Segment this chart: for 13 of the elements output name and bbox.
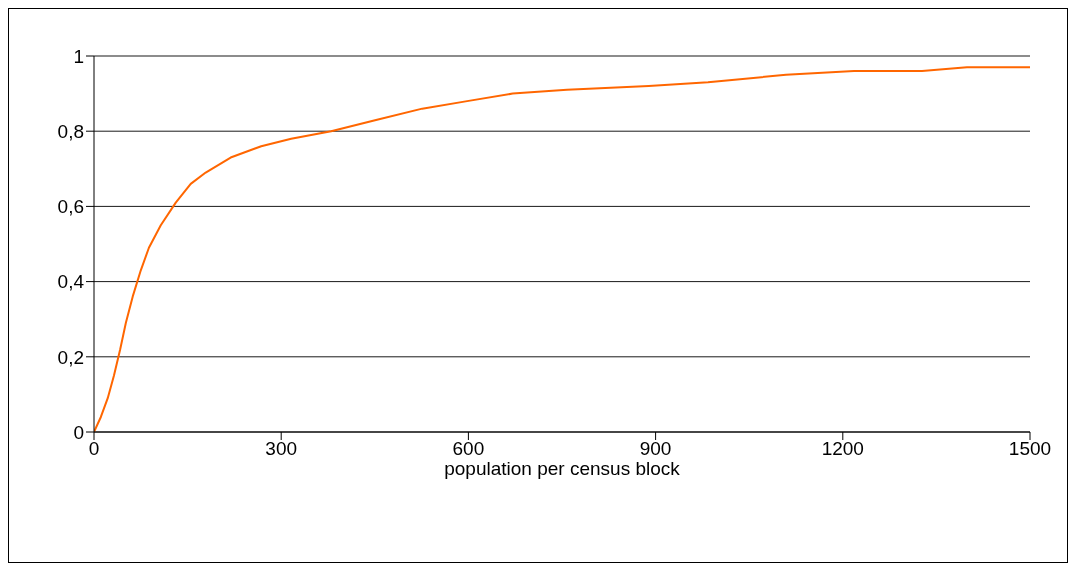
x-tick-label: 1500 xyxy=(1008,438,1052,460)
x-axis-title: population per census block xyxy=(444,458,681,480)
y-tick-label: 0,2 xyxy=(57,346,84,368)
x-tick-label: 0 xyxy=(88,438,100,460)
y-tick-label: 0,4 xyxy=(57,271,85,293)
y-tick-label: 0,6 xyxy=(57,196,84,218)
y-tick-label: 0 xyxy=(73,421,84,443)
x-tick-label: 300 xyxy=(265,438,298,460)
x-tick-label: 1200 xyxy=(821,438,864,460)
x-tick-label: 600 xyxy=(452,438,485,460)
x-tick-label: 900 xyxy=(639,438,672,460)
y-tick-label: 0,8 xyxy=(57,120,84,142)
y-tick-label: 1 xyxy=(73,45,84,67)
